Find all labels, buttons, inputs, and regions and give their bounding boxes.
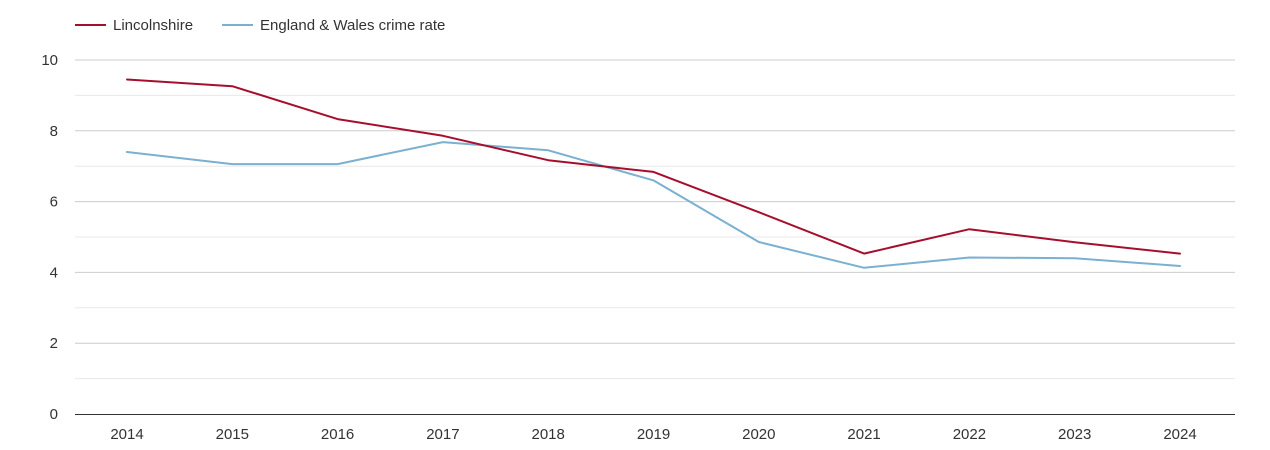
y-tick-label: 0 <box>50 406 58 423</box>
series-line-lincolnshire <box>126 78 1181 255</box>
y-tick-label: 4 <box>50 264 58 281</box>
series-lines <box>126 78 1181 269</box>
x-tick-label: 2019 <box>637 426 670 443</box>
x-tick-label: 2017 <box>426 426 459 443</box>
x-tick-label: 2015 <box>216 426 249 443</box>
x-tick-label: 2021 <box>847 426 880 443</box>
y-tick-label: 6 <box>50 194 58 211</box>
legend: Lincolnshire England & Wales crime rate <box>75 17 445 34</box>
legend-label-england-wales: England & Wales crime rate <box>260 17 445 34</box>
x-tick-label: 2018 <box>532 426 565 443</box>
x-tick-label: 2020 <box>742 426 775 443</box>
y-tick-label: 8 <box>50 123 58 140</box>
legend-label-lincolnshire: Lincolnshire <box>113 17 193 34</box>
x-axis: 2014 2015 2016 2017 2018 2019 2020 2021 2022 2023… <box>75 414 1235 443</box>
x-tick-label: 2022 <box>953 426 986 443</box>
x-tick-label: 2024 <box>1163 426 1196 443</box>
y-tick-label: 10 <box>41 52 58 69</box>
x-tick-label: 2016 <box>321 426 354 443</box>
x-tick-label: 2014 <box>110 426 143 443</box>
y-axis: 0 2 4 6 8 10 <box>41 52 58 423</box>
y-tick-label: 2 <box>50 335 58 352</box>
gridlines <box>75 59 1235 380</box>
series-line-england-wales <box>126 141 1181 269</box>
x-tick-label: 2023 <box>1058 426 1091 443</box>
